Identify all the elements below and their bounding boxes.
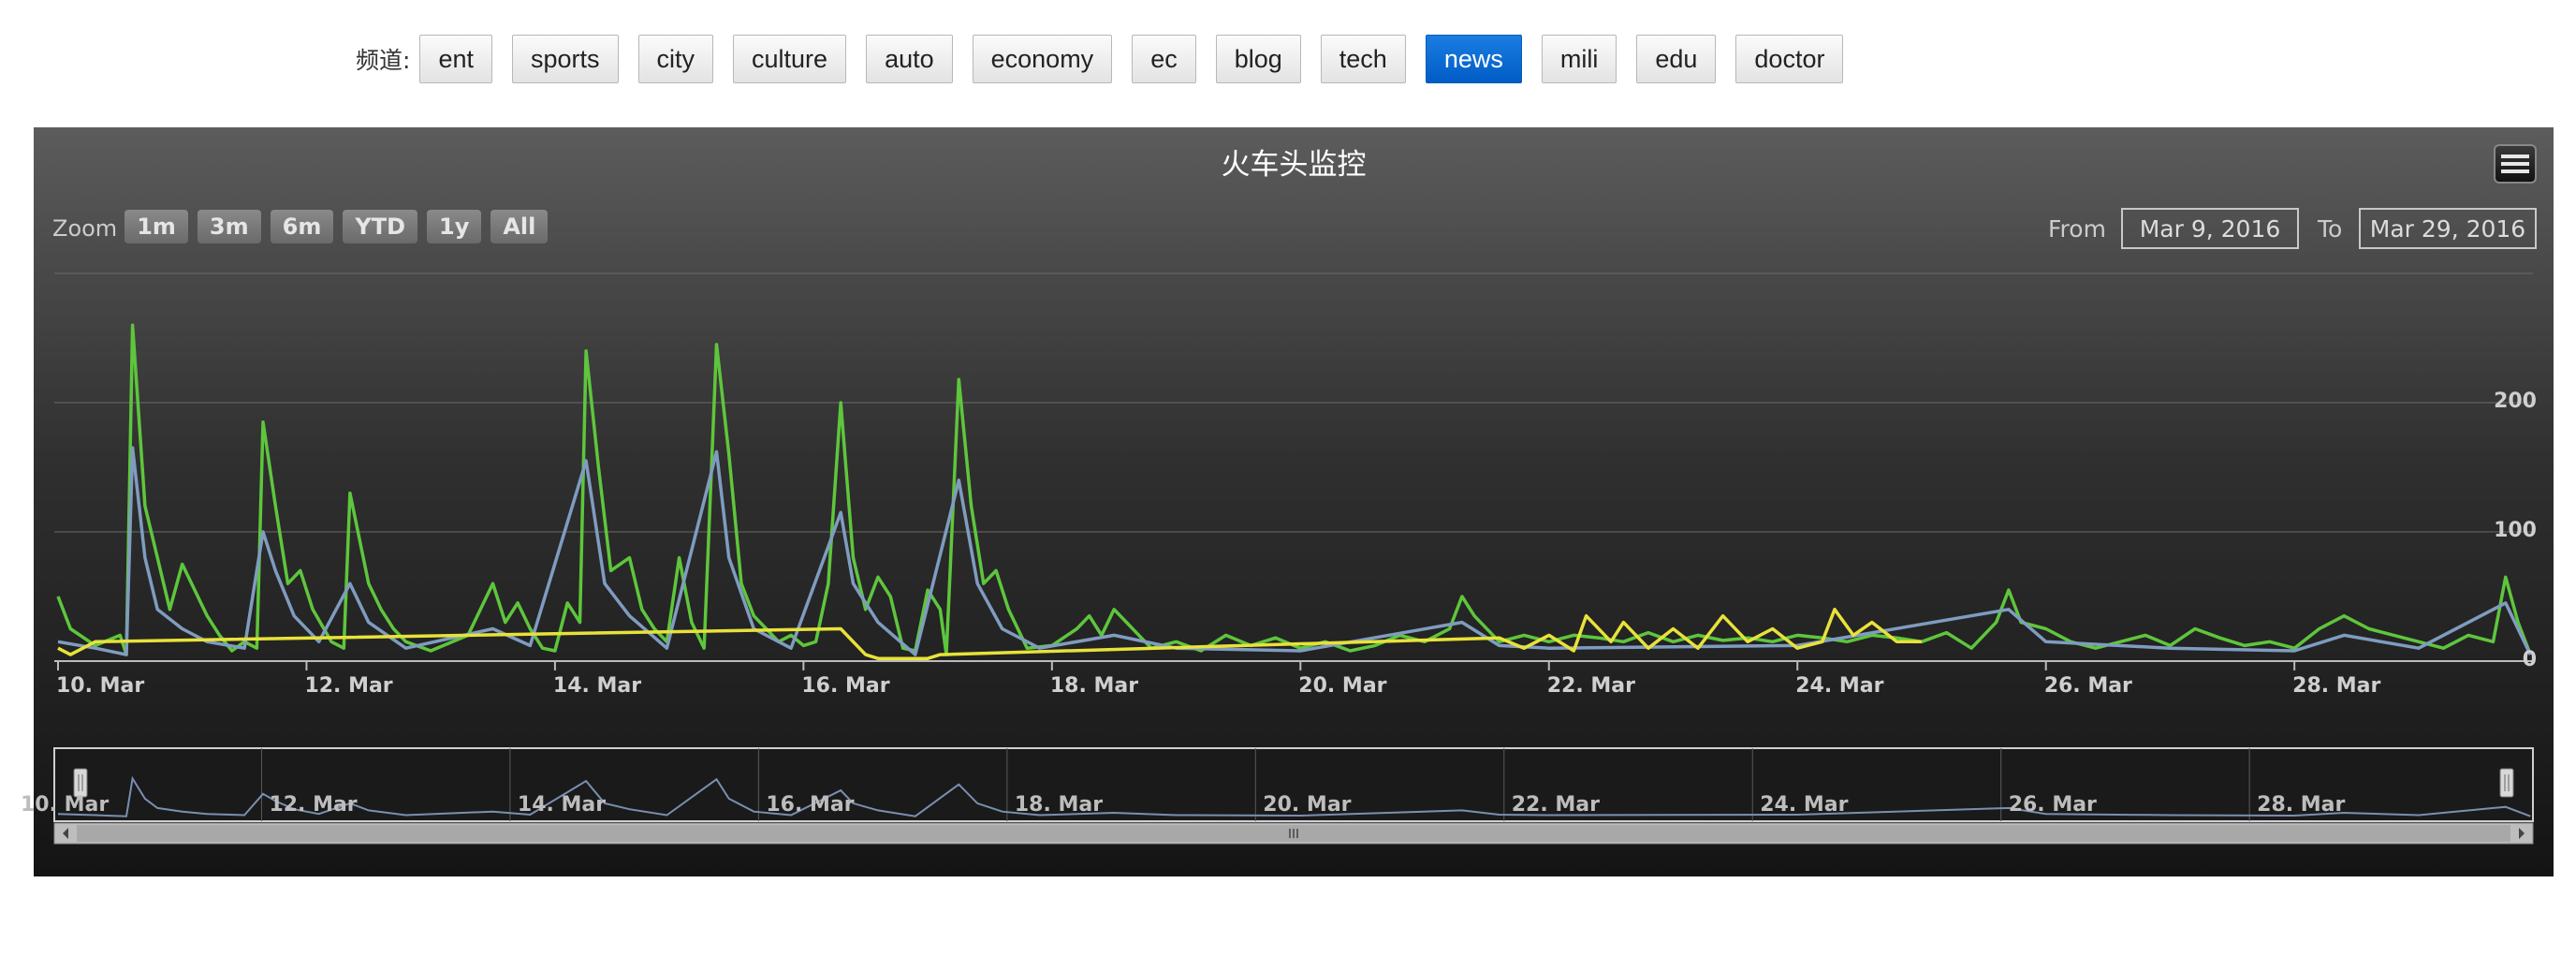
channel-button-news[interactable]: news xyxy=(1425,35,1522,83)
chart-title: 火车头监控 xyxy=(1221,148,1367,182)
x-tick-label: 14. Mar xyxy=(552,674,642,698)
navigator-tick-label: 10. Mar xyxy=(20,793,110,817)
navigator-tick-label: 28. Mar xyxy=(2257,793,2346,817)
channel-button-mili[interactable]: mili xyxy=(1541,35,1617,83)
y-tick-label: 100 xyxy=(2494,519,2537,542)
zoom-button-ytd[interactable]: YTD xyxy=(343,210,418,243)
hamburger-menu-icon[interactable] xyxy=(2494,144,2537,184)
channel-button-ent[interactable]: ent xyxy=(419,35,492,83)
channel-button-auto[interactable]: auto xyxy=(866,35,953,83)
x-tick-label: 10. Mar xyxy=(55,674,145,698)
channel-button-blog[interactable]: blog xyxy=(1215,35,1301,83)
navigator-tick-label: 12. Mar xyxy=(269,793,358,817)
zoom-button-all[interactable]: All xyxy=(490,210,549,243)
from-date-input[interactable]: Mar 9, 2016 xyxy=(2121,208,2299,249)
series-line-1 xyxy=(56,323,2532,656)
channel-button-tech[interactable]: tech xyxy=(1320,35,1406,83)
navigator-tick-label: 22. Mar xyxy=(1511,793,1600,817)
zoom-button-1m[interactable]: 1m xyxy=(124,210,188,243)
zoom-button-1y[interactable]: 1y xyxy=(427,210,482,243)
navigator-tick-label: 18. Mar xyxy=(1014,793,1104,817)
channel-button-culture[interactable]: culture xyxy=(733,35,847,83)
channel-button-city[interactable]: city xyxy=(637,35,714,83)
scroll-left-arrow-icon xyxy=(63,828,68,839)
zoom-button-6m[interactable]: 6m xyxy=(270,210,334,243)
to-label: To xyxy=(2318,215,2343,243)
zoom-buttons: 1m 3m 6m YTD 1y All xyxy=(124,210,557,243)
channel-button-sports[interactable]: sports xyxy=(511,35,619,83)
x-tick-label: 22. Mar xyxy=(1546,674,1635,698)
x-tick-label: 18. Mar xyxy=(1049,674,1139,698)
channel-label: 频道: xyxy=(356,47,411,74)
channel-bar: 频道: ent sports city culture auto economy ec blo… xyxy=(356,34,1863,84)
zoom-row: Zoom 1m 3m 6m YTD 1y All xyxy=(52,210,557,243)
navigator-left-handle[interactable] xyxy=(73,768,88,798)
x-tick-label: 24. Mar xyxy=(1795,674,1884,698)
x-tick-label: 20. Mar xyxy=(1298,674,1387,698)
channel-buttons: ent sports city culture auto economy ec blog tec… xyxy=(419,35,1863,83)
y-tick-label: 200 xyxy=(2494,390,2537,413)
x-tick-label: 16. Mar xyxy=(801,674,890,698)
navigator-tick-label: 24. Mar xyxy=(1760,793,1849,817)
navigator-series-line xyxy=(57,775,2531,817)
scroll-right-arrow-icon xyxy=(2519,828,2525,839)
channel-button-doctor[interactable]: doctor xyxy=(1735,35,1844,83)
chart-svg xyxy=(53,272,2534,845)
navigator-right-handle[interactable] xyxy=(2499,768,2514,798)
x-tick-label: 26. Mar xyxy=(2043,674,2132,698)
channel-button-economy[interactable]: economy xyxy=(972,35,1113,83)
navigator-frame xyxy=(53,747,2534,822)
navigator-tick-label: 20. Mar xyxy=(1263,793,1352,817)
from-label: From xyxy=(2048,215,2106,243)
channel-button-ec[interactable]: ec xyxy=(1132,35,1196,83)
navigator-tick-label: 14. Mar xyxy=(517,793,607,817)
x-tick-label: 12. Mar xyxy=(304,674,393,698)
navigator-tick-label: 16. Mar xyxy=(766,793,855,817)
y-tick-label: 0 xyxy=(2522,648,2537,671)
chart-panel: 火车头监控 Zoom 1m 3m 6m YTD 1y All From Mar 9, 20… xyxy=(21,127,2554,876)
navigator-tick-label: 26. Mar xyxy=(2008,793,2097,817)
x-tick-label: 28. Mar xyxy=(2292,674,2381,698)
zoom-label: Zoom xyxy=(52,215,118,242)
series-line-3 xyxy=(57,608,1922,660)
series-line-2 xyxy=(57,446,2532,656)
zoom-button-3m[interactable]: 3m xyxy=(197,210,261,243)
to-date-input[interactable]: Mar 29, 2016 xyxy=(2359,208,2537,249)
channel-button-edu[interactable]: edu xyxy=(1636,35,1717,83)
